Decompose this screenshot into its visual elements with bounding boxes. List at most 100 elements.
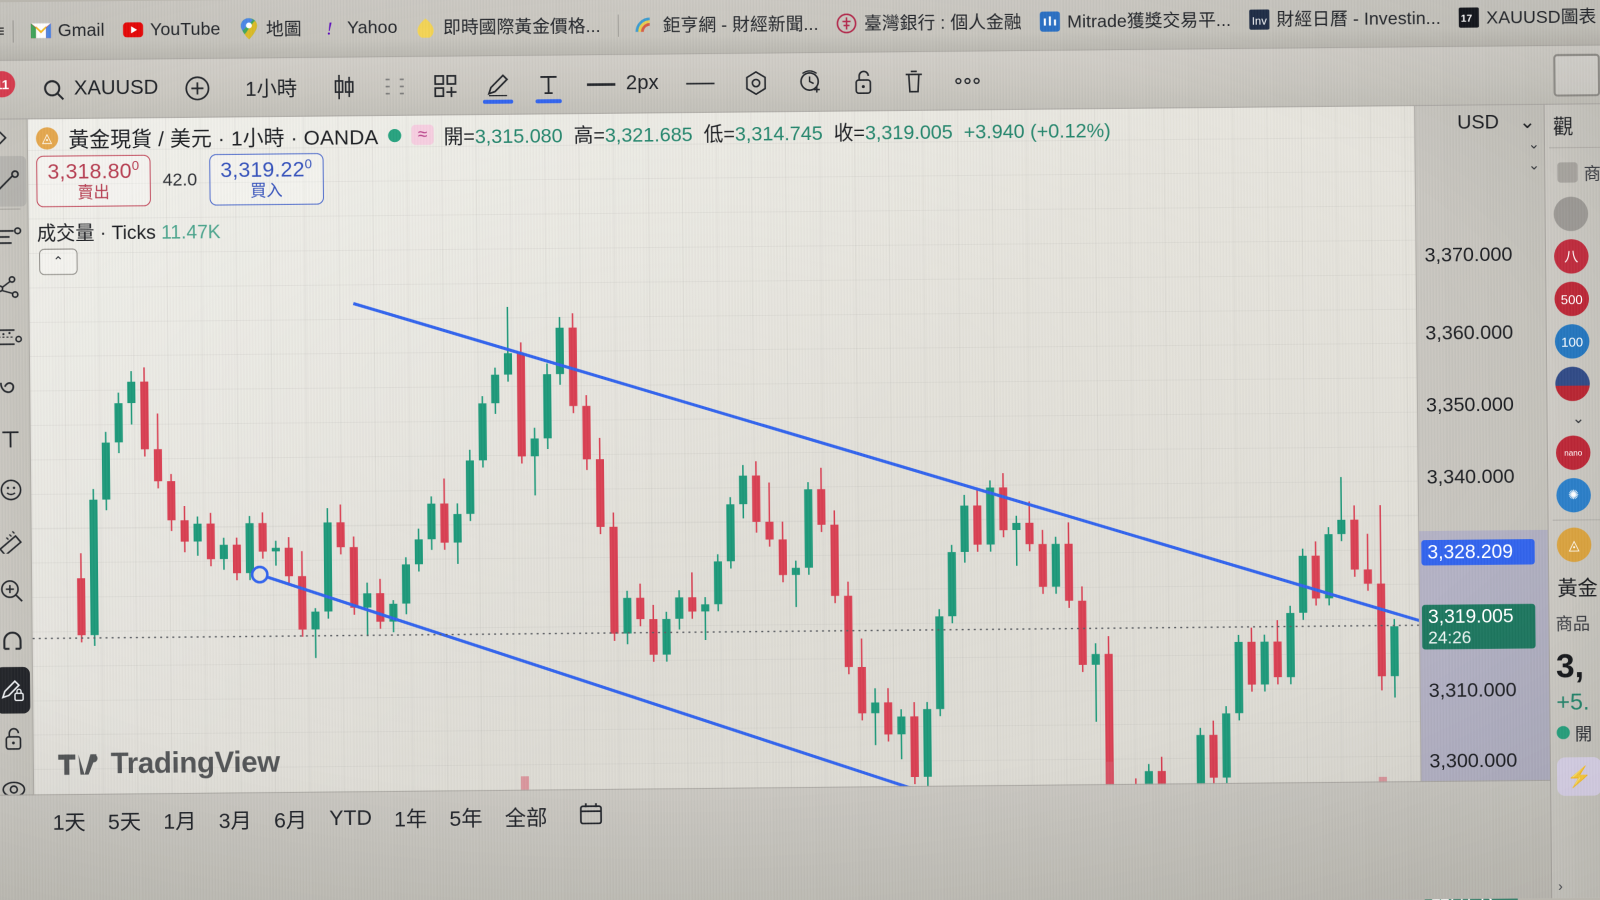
interval-selector[interactable]: 1小時 [232,65,310,110]
chevron-down-icon[interactable]: ⌄ [1527,135,1540,152]
bookmark-bank-of-taiwan[interactable]: 臺灣銀行 : 個人金融 [827,4,1030,40]
magnet-mode-button[interactable] [728,60,783,105]
range-option-1[interactable]: 5天 [107,810,142,835]
create-alert-button[interactable] [783,59,838,104]
range-option-8[interactable]: 全部 [504,806,548,831]
range-option-0[interactable]: 1天 [52,811,86,835]
bookmark-youtube[interactable]: YouTube [114,12,230,48]
range-option-6[interactable]: 1年 [394,807,428,832]
fib-retracement-icon[interactable] [0,313,27,364]
chart-plot-area[interactable]: ◬ 黃金現貨 / 美元 · 1小時 · OANDA ≈ 開=3,315.080 … [27,106,1422,874]
range-option-7[interactable]: 5年 [449,807,483,831]
range-option-2[interactable]: 1月 [163,810,197,834]
notification-badge[interactable]: 11 [0,70,16,98]
chevron-down-icon[interactable]: ⌄ [1519,110,1536,134]
draw-tool-button[interactable] [472,63,525,108]
volume-legend[interactable]: 成交量 · Ticks 11.47K [37,217,221,246]
bookmark-xauusd-chart[interactable]: 17 XAUUSD圖表 [1450,0,1600,34]
candlestick-series [77,306,1399,874]
list-item[interactable]: ✺ [1548,474,1600,517]
add-symbol-button[interactable] [171,65,224,110]
gold-symbol-icon: ◬ [35,127,59,150]
tradingview-logo-icon [58,750,99,781]
list-item[interactable] [1547,362,1600,405]
gmail-icon [30,20,51,40]
close-label: 收= [833,121,866,145]
magnet-icon[interactable] [0,616,30,667]
text-tool-button[interactable] [525,62,574,107]
change-percent: (+0.12%) [1030,119,1111,143]
bookmark-mitrade[interactable]: Mitrade獲獎交易平... [1031,2,1241,38]
bookmark-cnyes[interactable]: 鉅亨網 - 財經新聞... [626,6,828,42]
indicators-button[interactable] [419,63,472,108]
buy-quote-box[interactable]: 3,319.220 買入 [209,152,324,206]
candlestick-icon [331,72,358,101]
list-item[interactable]: nano [1548,431,1600,474]
bookmark-label: 即時國際黃金價格... [442,15,601,38]
youtube-icon [122,20,144,40]
unlock-icon[interactable] [0,713,31,764]
remove-drawings-button[interactable] [888,59,939,104]
bookmark-gmail[interactable]: Gmail [21,13,114,48]
ruler-icon[interactable] [0,515,29,566]
lock-drawings-button[interactable] [837,59,888,104]
zoom-in-icon[interactable] [0,566,30,617]
buy-label: 買入 [250,182,283,200]
section-label: 商 [1583,163,1600,184]
bookmark-yahoo[interactable]: ! Yahoo [311,10,407,45]
instrument-avatar: 500 [1554,281,1590,317]
chevron-right-icon[interactable]: › [1558,877,1563,895]
layout-panel-button[interactable] [1553,53,1600,97]
list-item[interactable] [1545,192,1600,235]
lock-drawings-icon[interactable] [0,666,30,714]
browser-bookmarks-bar: ≡ Gmail YouTube 地圖 ! Yahoo [0,0,1600,62]
alert-clock-icon [796,68,825,97]
chart-type-button[interactable] [318,64,371,109]
calendar-icon[interactable] [577,800,604,833]
compare-icon [384,75,406,97]
compare-button[interactable] [371,64,420,109]
flash-icon[interactable]: ⚡ [1556,757,1600,796]
range-option-3[interactable]: 3月 [218,809,252,834]
plus-circle-icon [184,75,211,102]
collapse-pane-button[interactable]: ⌃ [39,248,78,276]
list-item[interactable]: 100 [1547,320,1600,363]
emoji-icon[interactable] [0,464,29,515]
price-axis[interactable]: USD ⌄ ⌄ ⌄ 3,370.000 3,360.000 3,350.000 3,3… [1414,104,1552,900]
text-tool-icon [538,71,561,98]
symbol-legend-name[interactable]: 黃金現貨 / 美元 · 1小時 · OANDA [68,126,379,153]
line-style-selector[interactable] [672,61,729,106]
bookmark-investing[interactable]: Inv 財經日曆 - Investin... [1240,0,1450,36]
detail-change: +5. [1556,688,1590,715]
more-options-button[interactable] [939,58,996,103]
sell-quote-box[interactable]: 3,318.800 賣出 [36,154,151,208]
cross-cursor-icon[interactable] [0,121,25,156]
bookmark-maps[interactable]: 地圖 [229,11,310,46]
brush-icon[interactable] [0,363,28,414]
indicators-grid-icon [433,72,460,99]
line-width-selector[interactable]: 2px [573,61,672,106]
watchlist-section-header[interactable]: 商 [1545,151,1600,193]
chevron-down-icon[interactable]: ⌄ [1528,156,1541,173]
price-axis-tick: 3,300.000 [1429,749,1518,773]
trend-line-icon[interactable] [0,155,26,207]
horizontal-lines-icon[interactable] [0,212,27,263]
symbol-search-input[interactable]: XAUUSD [29,66,171,112]
range-option-4[interactable]: 6月 [273,808,308,833]
price-scale-chevrons[interactable]: ⌄ ⌄ [1528,133,1540,176]
watchlist-items: 八 500 100 [1545,192,1600,405]
text-icon[interactable] [0,414,28,465]
price-axis-currency[interactable]: USD ⌄ [1457,110,1536,135]
watchlist-title[interactable]: 觀 [1552,116,1574,140]
open-value: 3,315.080 [474,124,563,148]
bookmarks-overflow-handle[interactable]: ≡ [0,20,5,41]
instrument-avatar: ✺ [1556,477,1592,513]
bookmark-gold-price[interactable]: 即時國際黃金價格... [406,8,609,44]
range-option-5[interactable]: YTD [329,806,372,830]
list-item[interactable]: 八 [1546,235,1600,278]
list-item[interactable]: 500 [1546,277,1600,320]
chevron-down-icon[interactable]: ⌄ [1572,410,1585,428]
bookmark-label: Mitrade獲獎交易平... [1067,9,1232,32]
market-open-dot [1556,725,1570,740]
pitchfork-icon[interactable] [0,262,27,313]
